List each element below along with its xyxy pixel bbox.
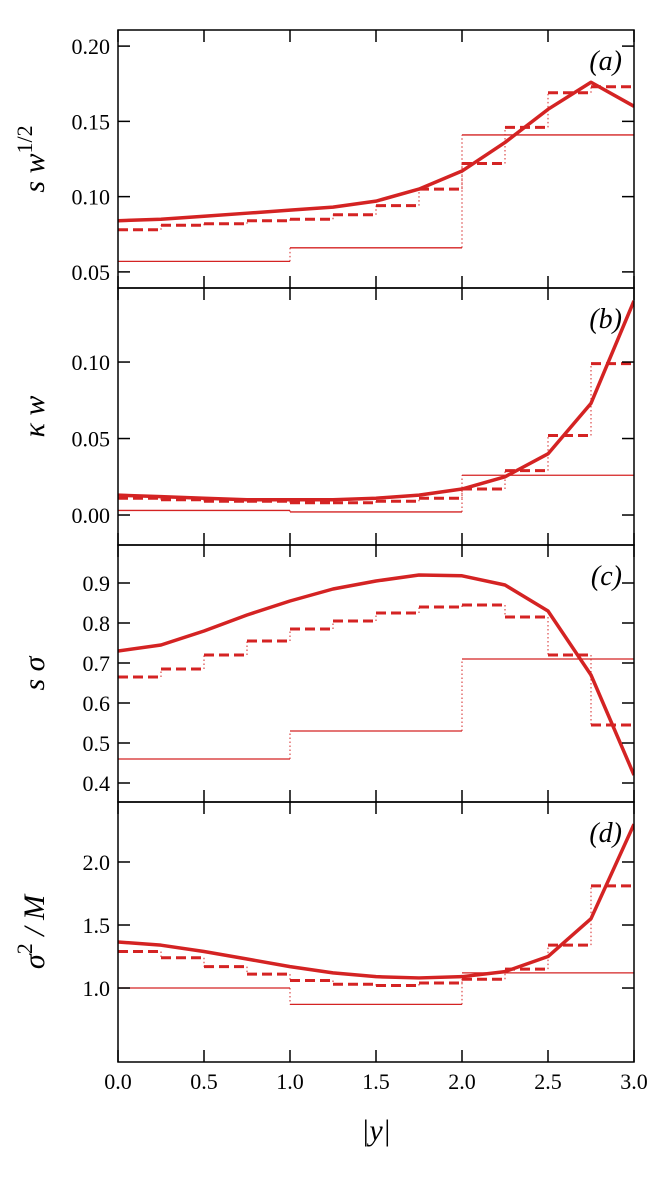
y-tick-label: 1.5	[83, 913, 111, 938]
y-label-sup: 2	[12, 943, 37, 954]
y-tick-label: 2.0	[83, 850, 111, 875]
y-tick-label: 0.8	[83, 611, 111, 636]
panel-label: (b)	[589, 304, 622, 335]
curve	[118, 300, 634, 502]
y-tick-label: 0.05	[72, 427, 111, 452]
y-tick-label: 0.10	[72, 185, 111, 210]
y-tick-label: 0.05	[72, 260, 111, 285]
y-label-base: s σ	[18, 655, 51, 690]
y-tick-label: 0.15	[72, 109, 111, 134]
curve	[118, 573, 634, 776]
panel-label: (a)	[589, 46, 622, 77]
plot-frame	[117, 801, 635, 1063]
x-tick-label: 3.0	[620, 1069, 648, 1094]
y-label-base: s w	[18, 153, 51, 192]
y-tick-label: 0.4	[83, 771, 111, 796]
plot-frame	[117, 287, 635, 546]
curve	[118, 80, 634, 223]
plot-frame	[117, 544, 635, 803]
y-tick-label: 0.9	[83, 571, 111, 596]
curve	[118, 823, 634, 980]
y-label-tail: / M	[18, 893, 51, 943]
panel-label: (d)	[589, 818, 622, 849]
panel-label: (c)	[591, 561, 622, 592]
y-tick-label: 0.10	[72, 350, 111, 375]
y-axis-label: s w1/2	[12, 125, 51, 192]
y-tick-label: 0.20	[72, 34, 111, 59]
y-tick-label: 0.5	[83, 731, 111, 756]
y-label-base: κ w	[18, 396, 51, 438]
y-tick-label: 0.6	[83, 691, 111, 716]
x-tick-label: 2.5	[534, 1069, 562, 1094]
x-tick-label: 2.0	[448, 1069, 476, 1094]
y-axis-label: σ2 / M	[12, 893, 51, 969]
y-label-base: σ	[18, 953, 51, 969]
x-tick-label: 1.5	[362, 1069, 390, 1094]
y-axis-label: s σ	[18, 655, 51, 690]
y-tick-label: 0.00	[72, 503, 111, 528]
x-axis-label: |y|	[361, 1114, 391, 1147]
x-tick-label: 0.5	[190, 1069, 218, 1094]
y-label-sup: 1/2	[12, 125, 37, 153]
plot-frame	[117, 29, 635, 289]
y-axis-label: κ w	[18, 396, 51, 438]
y-tick-label: 0.7	[83, 651, 111, 676]
x-tick-label: 0.0	[104, 1069, 132, 1094]
y-tick-label: 1.0	[83, 976, 111, 1001]
x-tick-label: 1.0	[276, 1069, 304, 1094]
